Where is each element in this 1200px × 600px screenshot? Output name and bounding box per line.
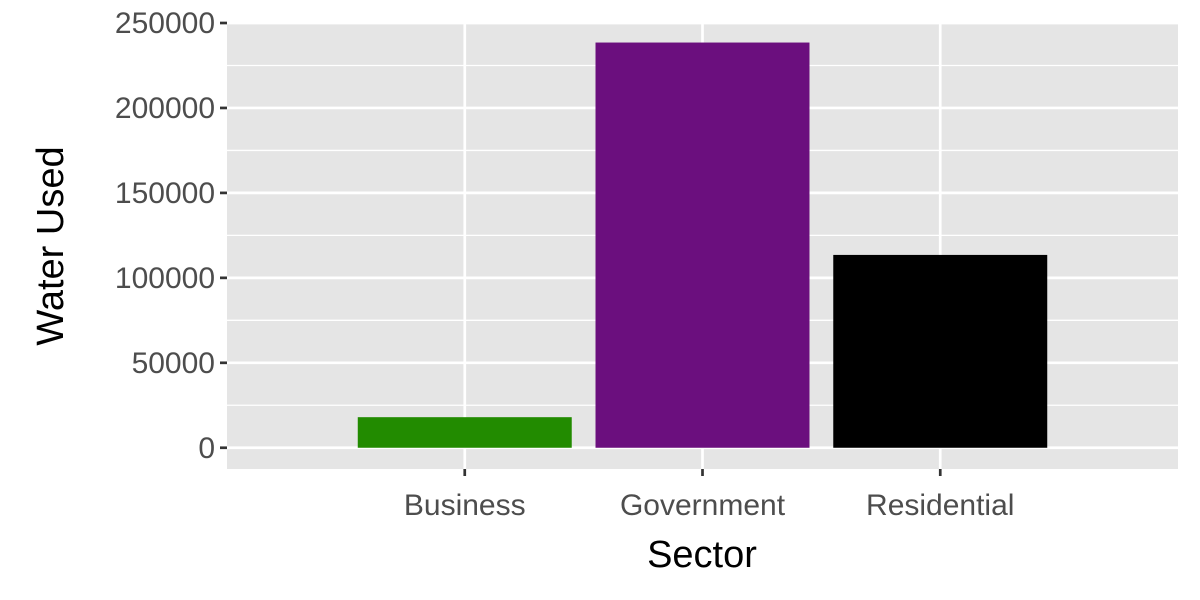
y-tick-label: 50000 [132,347,215,380]
bar-residential [833,254,1048,448]
y-tick-label: 150000 [115,177,215,210]
x-axis-title: Sector [647,534,757,576]
bar-business [357,417,572,448]
y-tick-label: 100000 [115,262,215,295]
y-tick-label: 0 [198,432,215,465]
x-tick-label: Government [620,489,786,522]
y-tick-label: 250000 [115,7,215,40]
y-axis-title: Water Used [30,146,72,345]
y-tick-label: 200000 [115,92,215,125]
bar-government [595,42,810,448]
bars [357,42,1048,448]
x-axis: Business Government Residential [404,469,1014,522]
y-axis: 0 50000 100000 150000 200000 250000 [115,7,227,465]
x-tick-label: Business [404,489,526,522]
x-tick-label: Residential [866,489,1014,522]
